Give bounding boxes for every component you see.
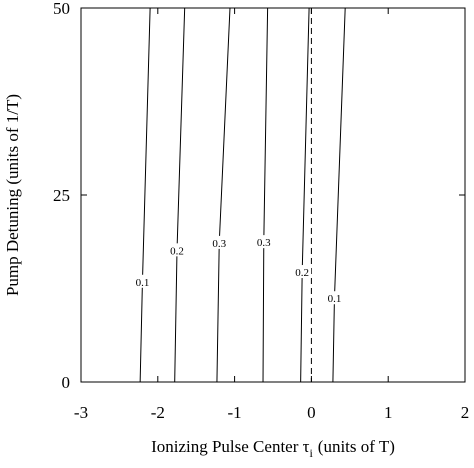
- contour-label: 0.1: [328, 293, 342, 305]
- y-axis-label: Pump Detuning (units of 1/T): [3, 94, 22, 296]
- contour-label-bg: [254, 235, 273, 249]
- x-tick-label: 0: [307, 403, 316, 422]
- x-axis-label: Ionizing Pulse Center τi (units of T): [151, 437, 395, 460]
- contour-label: 0.3: [257, 237, 271, 249]
- contour-line: [300, 7, 310, 383]
- contour-label: 0.3: [212, 238, 226, 250]
- contour-line: [262, 7, 269, 383]
- plot-frame: [80, 7, 466, 383]
- x-label-subscript: i: [309, 446, 313, 460]
- contour-label: 0.2: [170, 245, 184, 257]
- x-tick-label: -1: [228, 403, 242, 422]
- y-tick-label: 0: [62, 373, 71, 392]
- x-label-suffix: (units of T): [318, 437, 395, 456]
- contour-label-bg: [133, 274, 152, 288]
- contour-line: [139, 7, 151, 383]
- x-tick-label: -2: [151, 403, 165, 422]
- contour-line: [216, 7, 231, 383]
- x-label-main: Ionizing Pulse Center τ: [151, 437, 310, 456]
- contour-label: 0.1: [136, 277, 150, 289]
- contour-label: 0.2: [295, 267, 309, 279]
- x-tick-label: -3: [74, 403, 88, 422]
- x-tick-label: 1: [384, 403, 393, 422]
- contour-label-bg: [293, 265, 312, 279]
- contour-line: [332, 7, 346, 383]
- y-tick-label: 25: [53, 186, 70, 205]
- contour-label-bg: [168, 243, 186, 257]
- y-tick-label: 50: [53, 0, 70, 18]
- contour-label-bg: [210, 235, 229, 249]
- contour-line: [174, 7, 186, 383]
- contour-label-bg: [325, 291, 344, 305]
- x-tick-label: 2: [461, 403, 470, 422]
